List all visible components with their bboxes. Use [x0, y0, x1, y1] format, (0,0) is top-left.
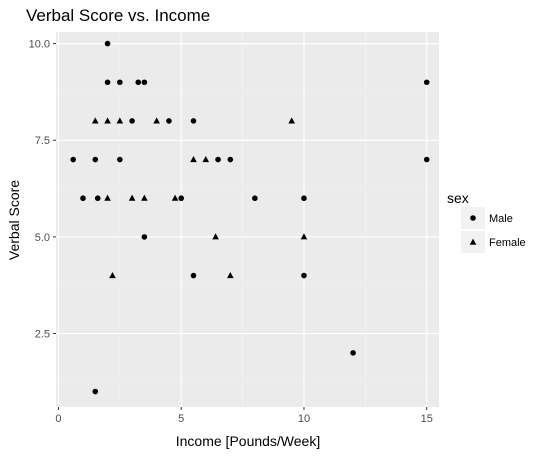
data-point-female — [109, 271, 116, 279]
data-point-male — [135, 79, 142, 86]
data-point-female — [91, 117, 99, 124]
data-point-female — [104, 117, 111, 124]
data-point-male — [178, 195, 185, 202]
data-point-male — [350, 350, 356, 356]
data-point-female — [212, 233, 219, 240]
x-axis-title: Income [Pounds/Week] — [176, 433, 320, 449]
data-point-female — [202, 155, 210, 163]
data-point-male — [141, 234, 148, 240]
data-point-male — [104, 40, 111, 47]
data-point-female — [128, 194, 136, 201]
data-point-female — [153, 117, 160, 124]
x-tick-label: 15 — [421, 413, 433, 425]
x-tick-label: 0 — [55, 413, 61, 425]
data-point-male — [92, 156, 99, 163]
data-point-male — [117, 156, 123, 163]
data-point-female — [227, 271, 234, 279]
data-point-male — [129, 118, 135, 124]
legend-label-male: Male — [489, 213, 513, 225]
plot-panel — [56, 32, 439, 407]
data-point-male — [215, 156, 221, 163]
data-point-male — [94, 195, 101, 202]
data-point-male — [70, 156, 76, 163]
data-points — [70, 40, 430, 395]
data-point-female — [171, 194, 179, 201]
x-tick-label: 5 — [178, 413, 184, 425]
legend-label-female: Female — [489, 237, 526, 249]
data-point-male — [423, 79, 430, 86]
legend-circle-icon — [470, 215, 476, 221]
data-point-male — [227, 156, 234, 163]
data-point-male — [301, 272, 307, 279]
data-point-female — [300, 233, 308, 240]
y-axis-title: Verbal Score — [6, 180, 22, 260]
y-tick-label: 7.5 — [35, 135, 50, 147]
data-point-female — [116, 117, 124, 124]
data-point-female — [141, 194, 148, 201]
legend: sex Male Female — [447, 190, 526, 253]
data-point-female — [104, 194, 111, 201]
data-point-male — [166, 118, 172, 124]
minor-gridlines — [56, 32, 439, 407]
data-point-male — [252, 195, 258, 202]
data-point-male — [190, 118, 197, 124]
y-tick-label: 5.0 — [35, 232, 50, 244]
data-point-male — [80, 195, 86, 202]
chart-title: Verbal Score vs. Income — [26, 6, 210, 25]
data-point-female — [288, 117, 296, 124]
data-point-female — [190, 155, 197, 163]
data-point-male — [301, 195, 307, 202]
x-tick-label: 10 — [298, 413, 310, 425]
y-tick-label: 2.5 — [35, 329, 50, 341]
x-axis-ticks: 0 5 10 15 — [55, 407, 433, 425]
data-point-male — [190, 272, 197, 279]
major-gridlines — [56, 32, 439, 407]
data-point-male — [104, 79, 111, 86]
legend-title: sex — [447, 190, 469, 206]
y-axis-ticks: 2.5 5.0 7.5 10.0 — [29, 39, 56, 341]
data-point-male — [141, 79, 148, 86]
data-point-male — [117, 79, 123, 86]
data-point-male — [92, 388, 99, 395]
y-tick-label: 10.0 — [29, 39, 50, 51]
legend-triangle-icon — [469, 238, 477, 245]
data-point-male — [423, 156, 430, 163]
